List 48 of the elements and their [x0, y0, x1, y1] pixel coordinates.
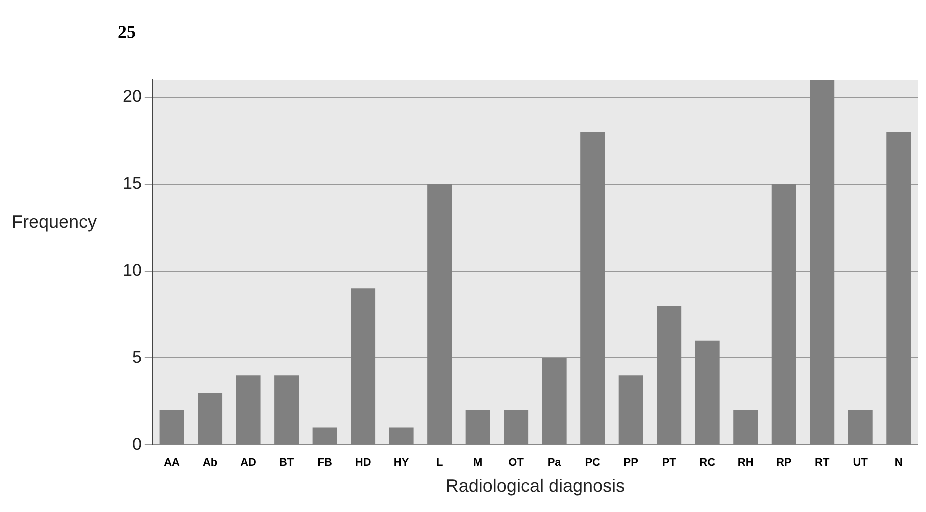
x-tick-label: BT	[279, 456, 294, 469]
bar	[389, 428, 414, 445]
bar	[351, 288, 376, 445]
x-tick-label: OT	[508, 456, 524, 469]
x-tick-label: HD	[355, 456, 372, 469]
bar	[810, 80, 835, 445]
x-tick-label: M	[473, 456, 483, 469]
x-tick-label: AD	[240, 456, 257, 469]
bar	[618, 376, 644, 445]
x-tick-label: Pa	[548, 456, 562, 469]
x-tick-label: RC	[700, 456, 716, 469]
bar	[542, 358, 567, 445]
bar	[657, 306, 682, 445]
x-axis-title: Radiological diagnosis	[446, 476, 626, 496]
bar	[236, 376, 261, 445]
bar	[466, 410, 490, 445]
x-tick-label: RH	[738, 456, 754, 469]
bar	[580, 132, 606, 445]
bar	[504, 410, 529, 445]
text: 25	[118, 22, 136, 43]
bar	[695, 340, 720, 445]
y-tick-label: 10	[122, 260, 142, 280]
y-tick-label: 5	[132, 348, 142, 367]
x-tick-label: RP	[776, 456, 792, 469]
bar	[198, 393, 223, 445]
y-tick-label: 0	[132, 434, 142, 454]
x-tick-label: PP	[624, 456, 638, 469]
bar	[886, 132, 912, 445]
bar	[734, 410, 758, 445]
x-tick-label: N	[894, 456, 903, 469]
bar	[160, 410, 184, 445]
y-tick-label: 20	[122, 87, 142, 106]
bar	[772, 184, 796, 445]
x-tick-label: Ab	[202, 456, 218, 469]
bar	[848, 410, 873, 445]
x-tick-label: PC	[585, 456, 601, 469]
x-tick-label: PT	[662, 456, 677, 469]
bar	[274, 376, 300, 445]
x-tick-label: HY	[394, 456, 410, 469]
y-axis-title: Frequency	[12, 212, 98, 233]
y-tick-label: 15	[122, 174, 142, 194]
x-tick-label: FB	[318, 456, 332, 469]
bar	[428, 184, 452, 445]
x-tick-label: UT	[853, 456, 868, 469]
x-tick-label: L	[436, 456, 444, 469]
bar	[312, 428, 338, 445]
x-tick-label: AA	[164, 456, 180, 469]
x-tick-label: RT	[815, 456, 830, 469]
